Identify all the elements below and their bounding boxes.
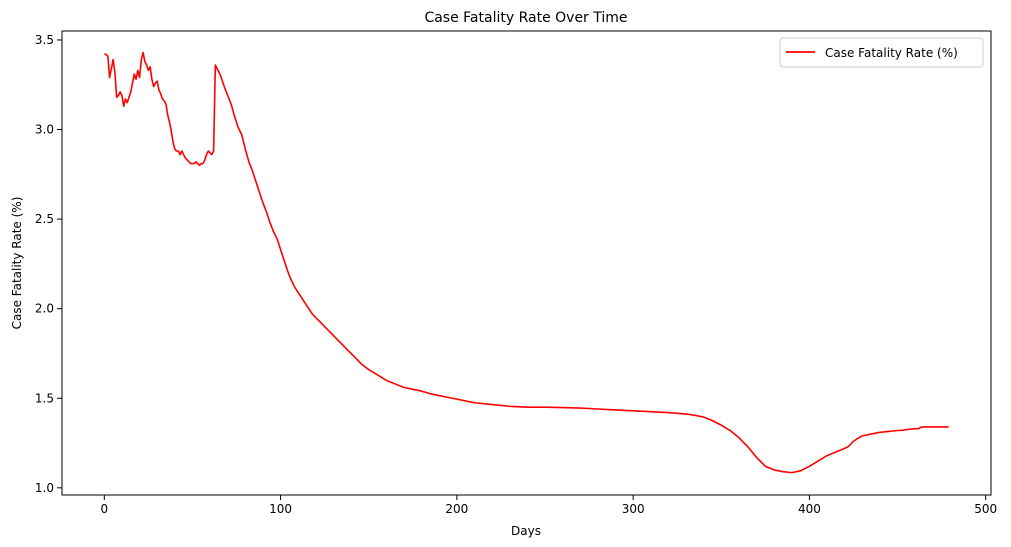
legend-label: Case Fatality Rate (%) bbox=[825, 46, 958, 60]
series-layer bbox=[104, 51, 949, 474]
y-tick-label: 2.5 bbox=[35, 212, 54, 226]
y-tick-label: 3.0 bbox=[35, 123, 54, 137]
y-tick-label: 1.0 bbox=[35, 481, 54, 495]
x-tick-label: 100 bbox=[269, 502, 292, 516]
legend: Case Fatality Rate (%) bbox=[779, 37, 984, 68]
x-axis-ticks: 0 100 200 300 400 500 bbox=[100, 495, 997, 516]
x-tick-label: 0 bbox=[100, 502, 108, 516]
y-tick-label: 3.5 bbox=[35, 33, 54, 47]
x-tick-label: 400 bbox=[798, 502, 821, 516]
y-axis-ticks: 1.0 1.5 2.0 2.5 3.0 3.5 bbox=[35, 33, 62, 495]
x-tick-label: 500 bbox=[974, 502, 997, 516]
x-tick-label: 200 bbox=[445, 502, 468, 516]
x-axis-label: Days bbox=[511, 524, 541, 538]
plot-area bbox=[61, 30, 992, 496]
legend-box bbox=[779, 37, 984, 68]
chart-title: Case Fatality Rate Over Time bbox=[424, 10, 627, 26]
y-axis-label: Case Fatality Rate (%) bbox=[10, 197, 24, 330]
y-tick-label: 2.0 bbox=[35, 302, 54, 316]
y-tick-label: 1.5 bbox=[35, 391, 54, 405]
x-tick-label: 300 bbox=[622, 502, 645, 516]
series-line-0 bbox=[104, 51, 949, 474]
